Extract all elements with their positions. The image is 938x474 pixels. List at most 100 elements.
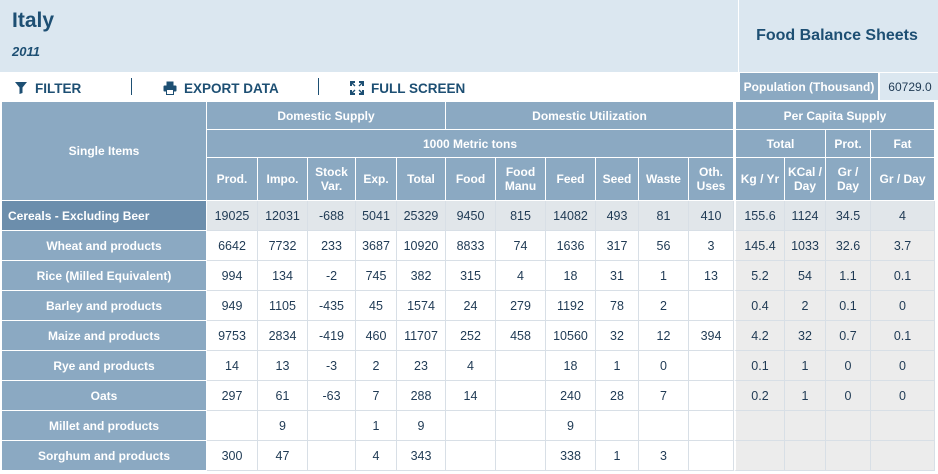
value-cell [207,411,258,441]
filter-icon [15,82,27,94]
value-cell: 0 [826,351,871,381]
value-cell: 1 [785,351,826,381]
value-cell: 4.2 [734,321,785,351]
value-cell [446,411,496,441]
year-label: 2011 [12,44,40,59]
item-name-cell: Barley and products [2,291,207,321]
value-cell: 2 [356,351,397,381]
value-cell: -688 [308,201,356,231]
value-cell: 382 [397,261,446,291]
value-cell: 233 [308,231,356,261]
country-title: Italy [12,9,55,32]
food-balance-table: Single Items Domestic Supply Domestic Ut… [2,102,936,471]
value-cell [496,351,546,381]
value-cell: 155.6 [734,201,785,231]
value-cell: 0.2 [734,381,785,411]
page-header: Italy 2011 Food Balance Sheets [0,0,938,72]
value-cell: 0.1 [871,321,936,351]
value-cell: -2 [308,261,356,291]
column-header: Kg / Yr [734,158,785,201]
value-cell: 315 [446,261,496,291]
value-cell [785,411,826,441]
value-cell: 1 [596,351,639,381]
value-cell [689,351,734,381]
value-cell: 23 [397,351,446,381]
value-cell: 3.7 [871,231,936,261]
table-row: Sorghum and products 300 47 4 343 338 1 3 [2,441,936,471]
value-cell: 240 [546,381,596,411]
filter-button[interactable]: FILTER [14,78,81,98]
value-cell [496,381,546,411]
value-cell: 10920 [397,231,446,261]
value-cell: 4 [496,261,546,291]
value-cell: 815 [496,201,546,231]
value-cell: 2 [639,291,689,321]
value-cell: -63 [308,381,356,411]
export-data-button[interactable]: EXPORT DATA [163,78,279,98]
value-cell: 9450 [446,201,496,231]
table-row: Barley and products 949 1105 -435 45 1574 24 27… [2,291,936,321]
table-row: Wheat and products 6642 7732 233 3687 10920 88… [2,231,936,261]
value-cell: 3 [639,441,689,471]
value-cell: 14082 [546,201,596,231]
value-cell [826,441,871,471]
value-cell: 45 [356,291,397,321]
value-cell: 1 [639,261,689,291]
value-cell: 1105 [258,291,308,321]
column-header: Stock Var. [308,158,356,201]
value-cell: 460 [356,321,397,351]
value-cell [871,441,936,471]
item-name-cell: Oats [2,381,207,411]
column-header: Feed [546,158,596,201]
population-box: Population (Thousand) 60729.0 [740,73,938,100]
column-header: Impo. [258,158,308,201]
prot-header: Prot. [826,130,871,158]
value-cell: -419 [308,321,356,351]
value-cell [639,411,689,441]
value-cell: 338 [546,441,596,471]
value-cell: 4 [871,201,936,231]
value-cell [446,441,496,471]
item-name-cell: Wheat and products [2,231,207,261]
value-cell: 3687 [356,231,397,261]
value-cell [689,441,734,471]
value-cell: 12031 [258,201,308,231]
value-cell [308,411,356,441]
column-header: Gr / Day [826,158,871,201]
value-cell: 0.4 [734,291,785,321]
value-cell: 134 [258,261,308,291]
value-cell: 1124 [785,201,826,231]
value-cell: 25329 [397,201,446,231]
value-cell: 12 [639,321,689,351]
value-cell: 9 [546,411,596,441]
value-cell: 1 [356,411,397,441]
value-cell [308,441,356,471]
metric-tons-header: 1000 Metric tons [207,130,734,158]
value-cell: 1192 [546,291,596,321]
value-cell: 3 [689,231,734,261]
value-cell: 0.1 [871,261,936,291]
filter-label: FILTER [35,80,82,96]
value-cell: 288 [397,381,446,411]
value-cell: 1574 [397,291,446,321]
value-cell: 61 [258,381,308,411]
per-capita-supply-header: Per Capita Supply [734,102,936,130]
value-cell: 7 [639,381,689,411]
column-header: Waste [639,158,689,201]
table-row: Rice (Milled Equivalent) 994 134 -2 745 382 31… [2,261,936,291]
value-cell: -3 [308,351,356,381]
table-row: Rye and products 14 13 -3 2 23 4 18 1 0 0.1 1 0 0 [2,351,936,381]
value-cell: 24 [446,291,496,321]
value-cell: 0.1 [826,291,871,321]
value-cell: 14 [207,351,258,381]
value-cell: 18 [546,351,596,381]
value-cell: 78 [596,291,639,321]
toolbar: FILTER EXPORT DATA FULL SCREEN [0,72,738,102]
column-header: Oth. Uses [689,158,734,201]
single-items-header: Single Items [2,102,207,201]
toolbar-divider [131,78,132,95]
full-screen-button[interactable]: FULL SCREEN [350,78,465,98]
column-header: Exp. [356,158,397,201]
value-cell: 279 [496,291,546,321]
value-cell: 9 [397,411,446,441]
